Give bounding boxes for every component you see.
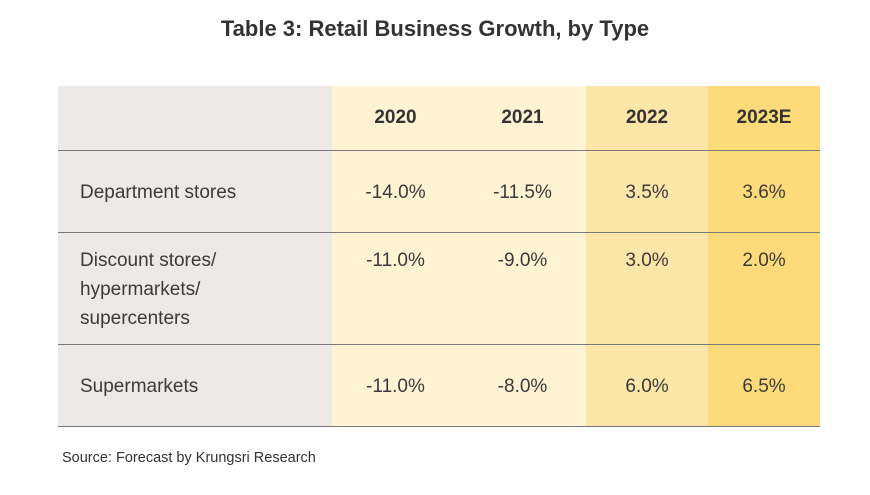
header-2023e: 2023E bbox=[708, 86, 820, 151]
row-label-line: hypermarkets/ bbox=[80, 279, 201, 300]
header-2022: 2022 bbox=[586, 86, 708, 151]
table-row: Supermarkets -11.0% -8.0% 6.0% 6.5% bbox=[58, 344, 820, 427]
value-cell: -11.5% bbox=[493, 182, 552, 203]
value-cell: -11.0% bbox=[366, 250, 425, 271]
value-cell: -9.0% bbox=[497, 250, 548, 271]
value-cell: -8.0% bbox=[497, 376, 548, 397]
value-cell: 3.5% bbox=[625, 182, 669, 203]
value-cell: -11.0% bbox=[366, 376, 425, 397]
row-label-department-stores: Department stores bbox=[80, 182, 237, 203]
header-corner bbox=[58, 86, 332, 151]
row-label-line: Discount stores/ bbox=[80, 250, 217, 271]
value-cell: 3.0% bbox=[625, 250, 669, 271]
row-label-supermarkets: Supermarkets bbox=[80, 376, 199, 397]
value-cell: -14.0% bbox=[365, 182, 426, 203]
header-2021: 2021 bbox=[459, 86, 586, 151]
table-row: Department stores -14.0% -11.5% 3.5% 3.6… bbox=[58, 150, 820, 233]
value-cell: 6.5% bbox=[742, 376, 786, 397]
header-2020: 2020 bbox=[332, 86, 459, 151]
row-label-discount-stores: Discount stores/ hypermarkets/ supercent… bbox=[58, 233, 332, 333]
source-note: Source: Forecast by Krungsri Research bbox=[62, 450, 316, 466]
table-title: Table 3: Retail Business Growth, by Type bbox=[220, 16, 650, 41]
table-row: Discount stores/ hypermarkets/ supercent… bbox=[58, 232, 820, 345]
header-row: 2020 2021 2022 2023E bbox=[58, 86, 820, 151]
value-cell: 6.0% bbox=[625, 376, 669, 397]
row-label-line: supercenters bbox=[80, 308, 190, 329]
value-cell: 2.0% bbox=[742, 250, 786, 271]
value-cell: 3.6% bbox=[742, 182, 786, 203]
retail-growth-table: 2020 2021 2022 2023E Department stores -… bbox=[58, 86, 820, 427]
